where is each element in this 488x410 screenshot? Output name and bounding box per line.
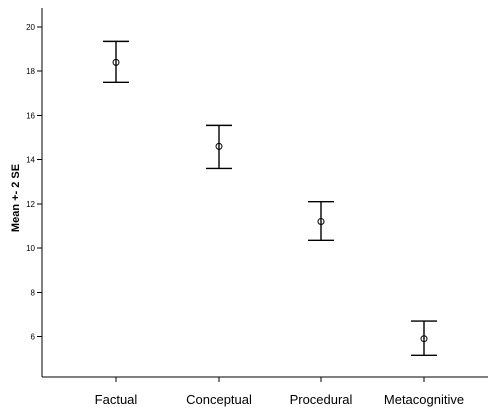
error-bar [308,200,334,242]
y-tick-label: 12 [26,200,35,209]
mean-point [112,58,120,66]
y-tick-label: 10 [26,244,35,253]
x-tick-label: Procedural [290,392,353,407]
y-tick-label: 14 [26,156,35,165]
y-tick-label: 16 [26,111,35,120]
error-bars [103,40,437,356]
mean-point [215,142,223,150]
y-tick-label: 8 [31,288,36,297]
mean-point [420,335,428,343]
x-tick-label: Conceptual [186,392,252,407]
error-bar [103,40,129,83]
y-tick-label: 18 [26,67,35,76]
y-tick-label: 6 [31,333,36,342]
y-axis: 6 8 10 12 14 16 18 20 [26,8,43,377]
x-tick-label: Factual [95,392,138,407]
y-tick-label: 20 [26,23,35,32]
x-tick-label: Metacognitive [384,392,464,407]
error-bar [411,320,437,356]
mean-point [317,218,325,226]
x-axis: Factual Conceptual Procedural Metacognitive [42,376,488,407]
y-axis-label: Mean +- 2 SE [10,164,22,232]
error-bar [206,124,232,170]
